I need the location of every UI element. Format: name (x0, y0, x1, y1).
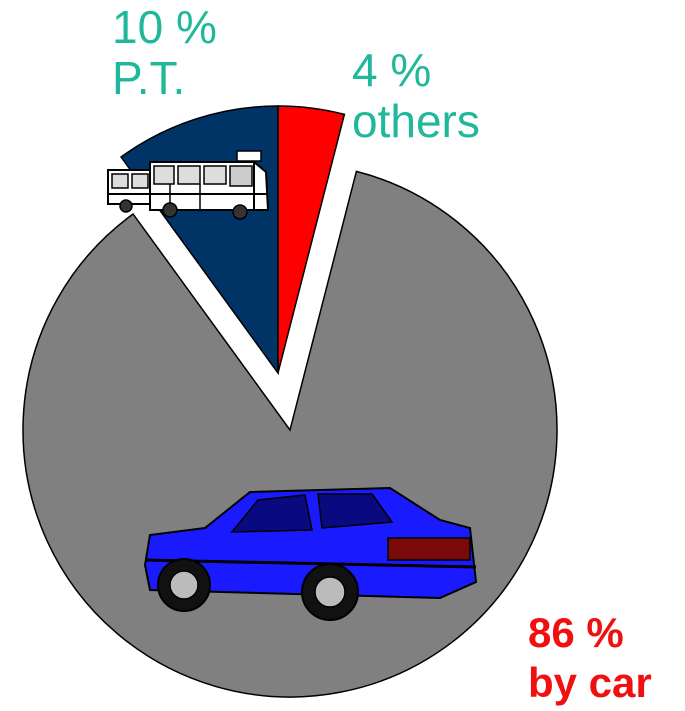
slice-label-others: 4 % others (352, 45, 480, 146)
slice-name-pt: P.T. (112, 51, 186, 104)
slice-label-car: 86 % by car (528, 608, 652, 709)
slice-name-car: by car (528, 659, 652, 707)
slice-label-pt: 10 % P.T. (112, 2, 217, 103)
slice-percent-pt: 10 % (112, 1, 217, 53)
car-icon (143, 486, 478, 621)
slice-percent-others: 4 % (352, 44, 432, 96)
bus-icon (107, 150, 270, 220)
slice-percent-car: 86 % (528, 609, 624, 656)
slice-name-others: others (352, 94, 480, 147)
